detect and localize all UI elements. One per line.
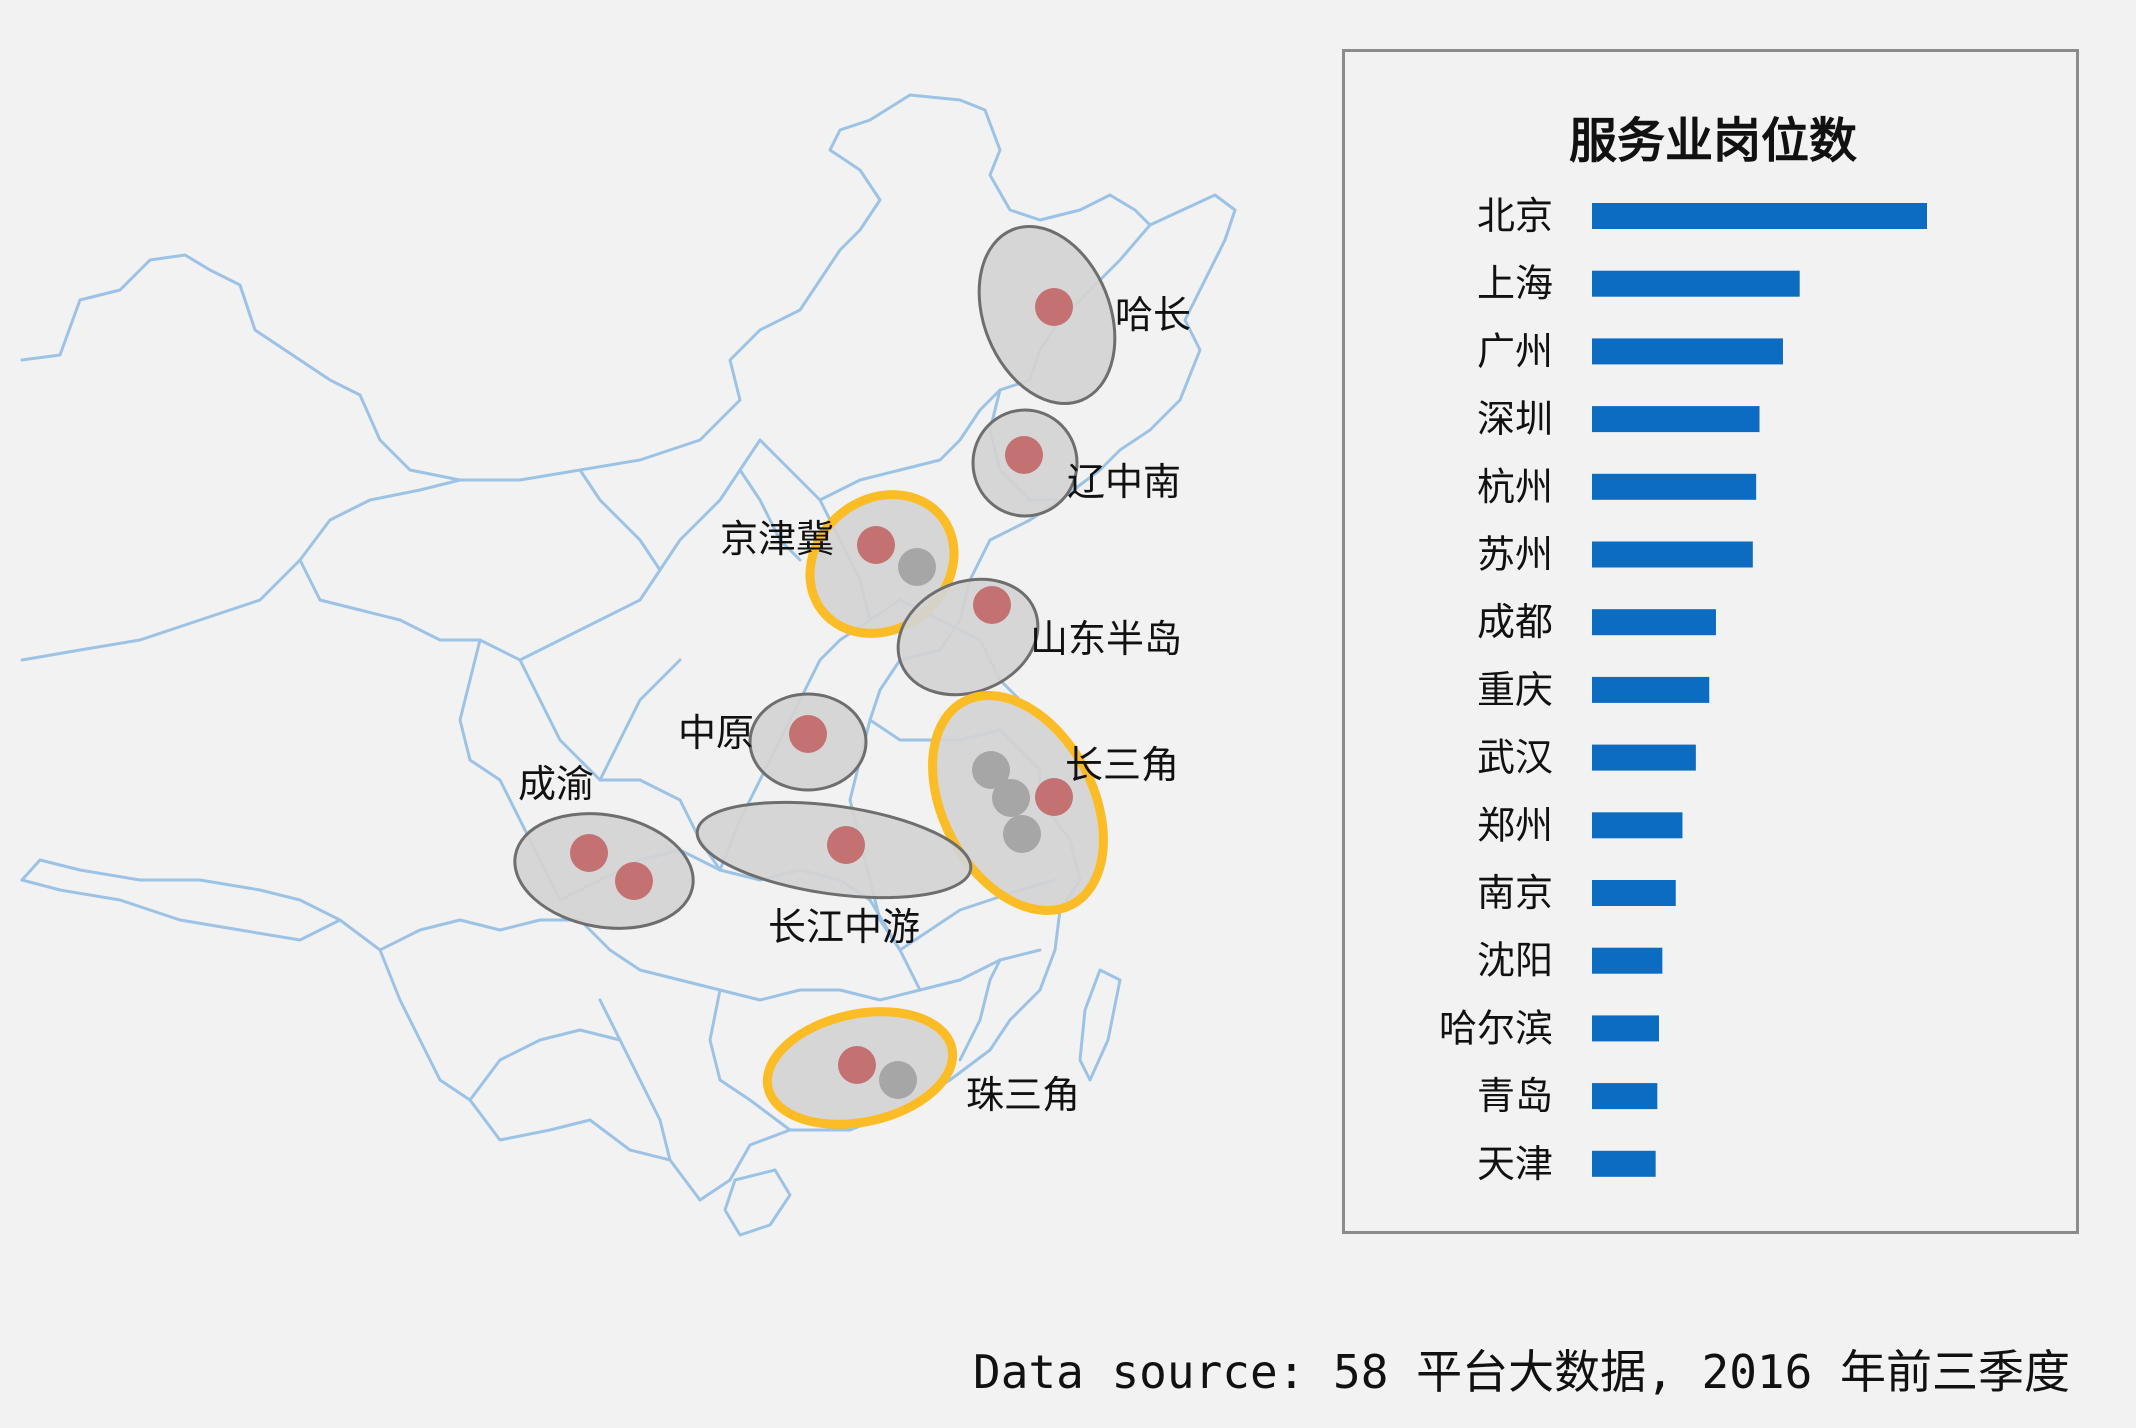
city-dot-red xyxy=(973,586,1011,624)
bar xyxy=(1592,338,1783,365)
bar xyxy=(1592,947,1663,974)
cluster-label: 长三角 xyxy=(1065,743,1179,787)
category-label: 天津 xyxy=(1477,1142,1553,1186)
cluster-中原: 中原 xyxy=(678,692,868,792)
country-outline xyxy=(20,93,1237,1202)
city-dot-gray xyxy=(879,1061,917,1099)
bar xyxy=(1592,1015,1659,1042)
bar xyxy=(1592,1083,1658,1110)
taiwan-outline xyxy=(1078,968,1122,1082)
bar xyxy=(1592,203,1927,229)
city-dot-red xyxy=(827,826,865,864)
province-line xyxy=(298,438,762,662)
category-label: 杭州 xyxy=(1477,465,1553,509)
category-label: 哈尔滨 xyxy=(1439,1006,1553,1050)
cluster-label: 成渝 xyxy=(518,762,594,806)
cluster-label: 中原 xyxy=(678,711,754,755)
bar xyxy=(1592,609,1716,636)
city-dot-red xyxy=(789,715,827,753)
bar xyxy=(1592,744,1696,771)
province-line xyxy=(20,878,342,942)
category-label: 北京 xyxy=(1477,194,1553,238)
cluster-label: 山东半岛 xyxy=(1030,617,1182,661)
category-label: 南京 xyxy=(1477,871,1553,915)
cluster-珠三角: 珠三角 xyxy=(762,1007,1080,1129)
bar xyxy=(1592,676,1710,703)
bar xyxy=(1592,880,1676,906)
cluster-label: 长江中游 xyxy=(768,905,920,949)
data-source-note: Data source: 58 平台大数据, 2016 年前三季度 xyxy=(973,1345,2070,1399)
bar xyxy=(1592,270,1800,297)
bar xyxy=(1592,473,1757,500)
city-dot-gray xyxy=(972,751,1010,789)
category-label: 武汉 xyxy=(1477,736,1553,780)
chart-title: 服务业岗位数 xyxy=(1569,113,1857,169)
bar xyxy=(1592,406,1760,433)
province-line xyxy=(20,478,462,662)
city-dot-red xyxy=(857,526,895,564)
bar-chart-panel: 服务业岗位数 北京上海广州深圳杭州苏州成都重庆武汉郑州南京沈阳哈尔滨青岛天津 xyxy=(1342,49,2079,1234)
cluster-山东半岛: 山东半岛 xyxy=(896,577,1182,697)
province-line xyxy=(468,1028,622,1102)
cluster-长三角: 长三角 xyxy=(928,691,1179,915)
cluster-label: 京津冀 xyxy=(720,517,834,561)
hainan-outline xyxy=(723,1168,792,1237)
province-line xyxy=(818,378,1032,502)
cluster-label: 辽中南 xyxy=(1067,460,1181,504)
category-label: 重庆 xyxy=(1477,668,1553,712)
cluster-成渝: 成渝 xyxy=(513,762,695,930)
category-label: 沈阳 xyxy=(1477,939,1553,983)
bar xyxy=(1592,1150,1656,1177)
province-line xyxy=(598,658,682,782)
city-dot-gray xyxy=(1003,815,1041,853)
cluster-label: 珠三角 xyxy=(966,1073,1080,1117)
city-dot-gray xyxy=(992,779,1030,817)
city-dot-red xyxy=(1035,778,1073,816)
category-label: 青岛 xyxy=(1477,1074,1553,1118)
province-line xyxy=(598,998,672,1162)
province-line xyxy=(738,468,802,562)
province-line xyxy=(708,988,792,1132)
category-label: 成都 xyxy=(1477,600,1553,644)
cluster-哈长: 哈长 xyxy=(977,224,1191,406)
province-line xyxy=(578,468,662,572)
city-dot-red xyxy=(570,834,608,872)
category-label: 广州 xyxy=(1477,329,1553,373)
city-dot-red xyxy=(1035,288,1073,326)
bar xyxy=(1592,541,1753,568)
bar xyxy=(1592,812,1683,839)
province-line xyxy=(958,958,1002,1062)
province-line xyxy=(378,918,722,992)
cluster-label: 哈长 xyxy=(1115,293,1191,337)
city-dot-red xyxy=(615,862,653,900)
cluster-ellipse xyxy=(513,812,695,930)
city-dot-red xyxy=(838,1046,876,1084)
city-dot-gray xyxy=(898,548,936,586)
city-dot-red xyxy=(1005,436,1043,474)
category-label: 上海 xyxy=(1477,262,1553,306)
category-label: 郑州 xyxy=(1477,803,1553,847)
province-line xyxy=(718,948,1042,1002)
province-line xyxy=(898,948,922,992)
category-label: 苏州 xyxy=(1477,533,1553,577)
cluster-长江中游: 长江中游 xyxy=(695,800,973,949)
category-label: 深圳 xyxy=(1477,397,1553,441)
cluster-辽中南: 辽中南 xyxy=(971,408,1181,518)
